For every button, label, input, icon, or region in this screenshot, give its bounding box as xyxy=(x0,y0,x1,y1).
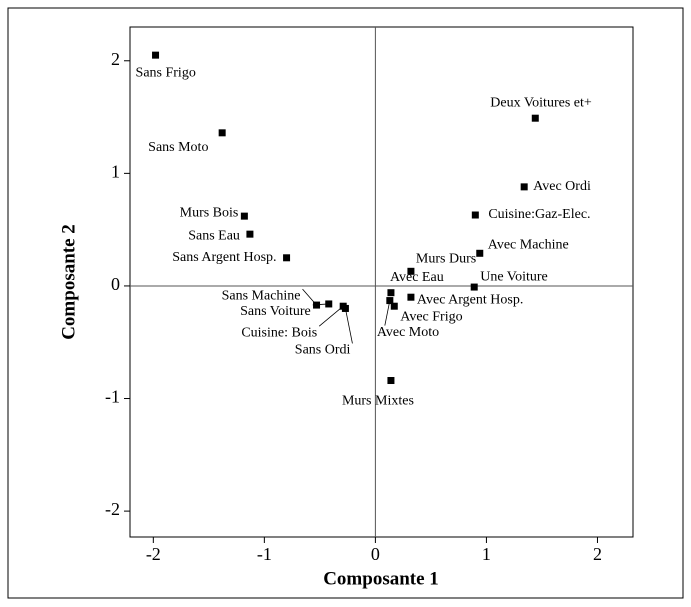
point-label: Avec Frigo xyxy=(400,309,462,324)
point-label: Murs Mixtes xyxy=(342,394,414,409)
point-label: Sans Voiture xyxy=(240,304,311,319)
y-tick-label: -1 xyxy=(105,387,120,407)
point-label: Avec Ordi xyxy=(533,179,591,194)
plot-area xyxy=(129,26,634,538)
point xyxy=(325,300,333,308)
point-label: Avec Machine xyxy=(488,238,569,253)
x-tick-label: -2 xyxy=(146,544,161,564)
point-label: Avec Eau xyxy=(390,270,444,285)
point xyxy=(407,293,415,301)
point xyxy=(471,211,479,219)
point xyxy=(531,114,539,122)
point-label: Deux Voitures et+ xyxy=(490,95,592,110)
point-label: Cuisine:Gaz-Elec. xyxy=(488,207,590,222)
point-label: Sans Moto xyxy=(148,140,208,155)
x-tick-label: 1 xyxy=(482,544,491,564)
point xyxy=(407,267,415,275)
point xyxy=(520,183,528,191)
leader-line xyxy=(384,300,391,326)
point xyxy=(240,212,248,220)
point-label: Murs Durs xyxy=(416,252,476,267)
point-label: Sans Argent Hosp. xyxy=(172,250,276,265)
y-tick-label: -2 xyxy=(105,499,120,519)
point xyxy=(246,230,254,238)
point xyxy=(218,129,226,137)
x-tick-label: 2 xyxy=(593,544,602,564)
point xyxy=(387,289,395,297)
point xyxy=(386,297,394,305)
point-label: Cuisine: Bois xyxy=(241,325,317,340)
point xyxy=(390,302,398,310)
point xyxy=(341,304,349,312)
point xyxy=(476,249,484,257)
x-tick-label: -1 xyxy=(257,544,272,564)
leader-line xyxy=(318,305,344,327)
point-label: Sans Frigo xyxy=(136,65,196,80)
x-axis-title: Composante 1 xyxy=(323,568,439,589)
leader-line xyxy=(345,308,353,344)
x-tick-label: 0 xyxy=(371,544,380,564)
point xyxy=(152,51,160,59)
y-tick-label: 0 xyxy=(111,274,120,294)
point-label: Sans Machine xyxy=(222,288,301,303)
y-tick-label: 1 xyxy=(111,161,120,181)
point-label: Avec Moto xyxy=(377,325,439,340)
point xyxy=(283,254,291,262)
point-label: Une Voiture xyxy=(480,269,548,284)
point-label: Avec Argent Hosp. xyxy=(417,292,523,307)
y-axis-title: Composante 2 xyxy=(58,224,79,340)
point-label: Sans Eau xyxy=(188,228,240,243)
point xyxy=(470,283,478,291)
y-tick-label: 2 xyxy=(111,49,120,69)
point-label: Sans Ordi xyxy=(295,343,351,358)
point-label: Murs Bois xyxy=(180,205,239,220)
point xyxy=(387,377,395,385)
